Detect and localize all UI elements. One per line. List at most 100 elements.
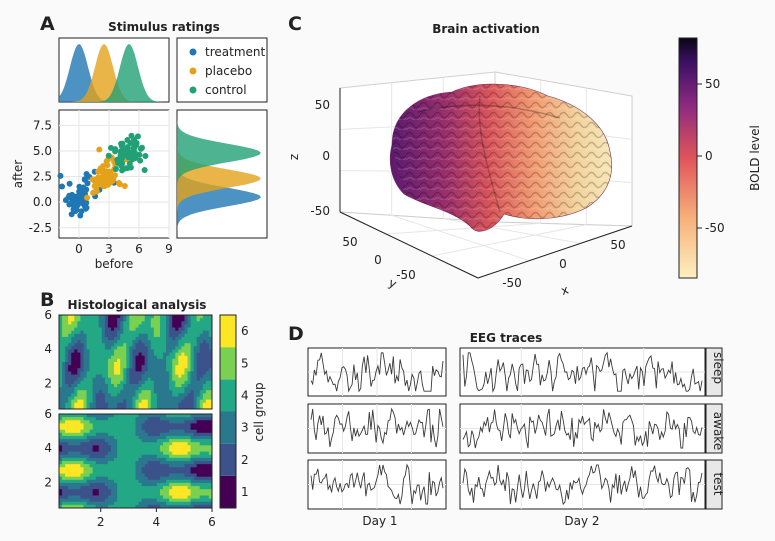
heatmap-cell — [156, 445, 161, 449]
heatmap-cell — [175, 396, 179, 400]
heatmap-cell — [80, 327, 84, 332]
heatmap-cell — [187, 417, 191, 421]
heatmap-cell — [114, 402, 118, 407]
heatmap-cell — [187, 435, 191, 440]
heatmap-cell — [98, 454, 103, 459]
heatmap-cell — [193, 414, 198, 418]
heatmap-cell — [62, 377, 66, 382]
heatmap-cell — [104, 495, 109, 499]
heatmap-cell — [205, 383, 210, 388]
heatmap-cell — [74, 399, 78, 404]
heatmap-cell — [181, 318, 185, 322]
heatmap-cell — [86, 333, 90, 338]
heatmap-cell — [104, 327, 109, 332]
heatmap-cell — [147, 454, 152, 459]
heatmap-cell — [86, 417, 90, 421]
heatmap-cell — [68, 461, 72, 465]
heatmap-cell — [65, 324, 69, 328]
heatmap-cell — [92, 476, 97, 481]
heatmap-cell — [71, 349, 75, 353]
heatmap-cell — [181, 374, 185, 379]
heatmap-cell — [126, 399, 130, 404]
heatmap-cell — [147, 321, 152, 325]
scatter-point — [66, 201, 73, 208]
heatmap-cell — [98, 402, 103, 407]
heatmap-cell — [83, 393, 87, 397]
heatmap-cell — [89, 343, 94, 347]
heatmap-cell — [135, 374, 139, 379]
heatmap-cell — [117, 429, 121, 434]
heatmap-cell — [123, 324, 127, 328]
heatmap-cell — [178, 470, 182, 474]
heatmap-cell — [117, 399, 121, 404]
heatmap-cell — [193, 327, 198, 332]
heatmap-cell — [144, 336, 149, 341]
heatmap-cell — [92, 387, 97, 391]
heatmap-cell — [156, 402, 161, 407]
heatmap-cell — [101, 414, 106, 418]
heatmap-cell — [175, 387, 179, 391]
heatmap-cell — [65, 457, 69, 462]
heatmap-cell — [190, 365, 195, 369]
heatmap-cell — [89, 383, 94, 388]
heatmap-cell — [193, 324, 198, 328]
scatter-point — [57, 172, 64, 179]
heatmap-cell — [172, 362, 176, 366]
heatmap-cell — [178, 448, 182, 452]
heatmap-cell — [187, 355, 191, 360]
heatmap-cell — [181, 479, 185, 484]
heatmap-cell — [150, 321, 155, 325]
heatmap-cell — [175, 435, 179, 440]
heatmap-cell — [196, 426, 201, 431]
heatmap-cell — [184, 336, 188, 341]
heatmap-cell — [98, 464, 103, 468]
heatmap-cell — [138, 429, 143, 434]
heatmap-cell — [166, 454, 170, 459]
heatmap-cell — [193, 448, 198, 452]
heatmap-cell — [150, 399, 155, 404]
heatmap-cell — [129, 445, 133, 449]
heatmap-cell — [104, 399, 109, 404]
heatmap-cell — [132, 333, 136, 338]
heatmap-cell — [68, 336, 72, 341]
heatmap-cell — [62, 504, 66, 508]
heatmap-cell — [71, 368, 75, 372]
heatmap-cell — [129, 451, 133, 456]
heatmap-cell — [187, 429, 191, 434]
heatmap-cell — [120, 429, 124, 434]
heatmap-cell — [117, 439, 121, 443]
heatmap-cell — [172, 352, 176, 357]
heatmap-cell — [196, 387, 201, 391]
heatmap-cell — [132, 414, 136, 418]
heatmap-cell — [190, 461, 195, 465]
heatmap-cell — [163, 473, 167, 478]
heatmap-cell — [147, 432, 152, 437]
heatmap-cell — [59, 486, 63, 490]
heatmap-cell — [107, 461, 112, 465]
heatmap-cell — [68, 374, 72, 379]
heatmap-cell — [163, 371, 167, 375]
heatmap-cell — [193, 467, 198, 471]
heatmap-cell — [208, 457, 212, 462]
heatmap-cell — [62, 479, 66, 484]
heatmap-cell — [184, 352, 188, 357]
heatmap-cell — [150, 501, 155, 506]
heatmap-cell — [202, 355, 207, 360]
heatmap-cell — [199, 365, 204, 369]
heatmap-cell — [129, 476, 133, 481]
heatmap-cell — [141, 461, 146, 465]
heatmap-cell — [71, 365, 75, 369]
heatmap-cell — [150, 454, 155, 459]
heatmap-cell — [205, 423, 210, 427]
heatmap-cell — [62, 321, 66, 325]
heatmap-cell — [172, 324, 176, 328]
heatmap-cell — [150, 346, 155, 350]
heatmap-cell — [126, 461, 130, 465]
heatmap-cell — [187, 402, 191, 407]
heatmap-cell — [86, 467, 90, 471]
heatmap-cell — [86, 479, 90, 484]
heatmap-cell — [92, 495, 97, 499]
heatmap-cell — [71, 476, 75, 481]
heatmap-cell — [86, 358, 90, 363]
